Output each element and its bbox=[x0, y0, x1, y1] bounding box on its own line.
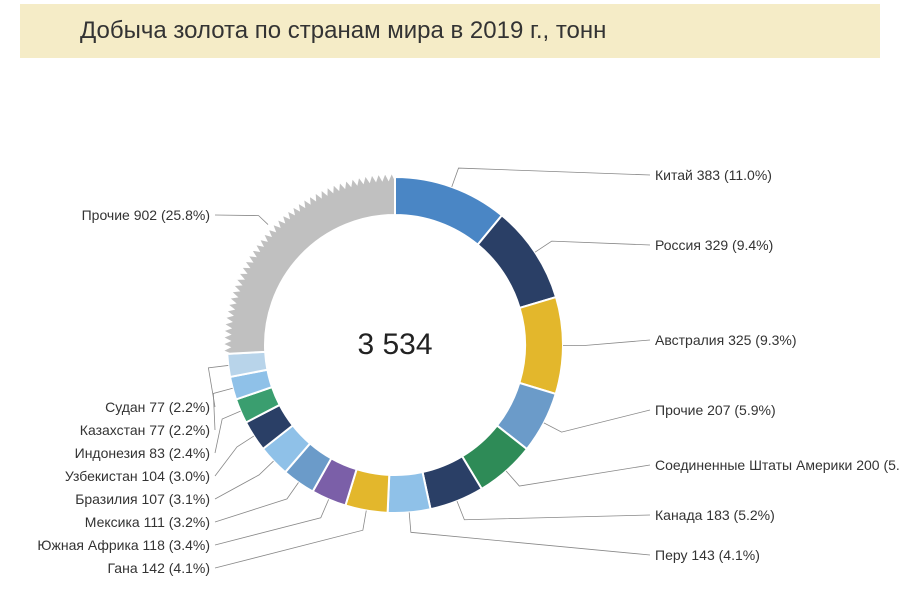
slice-label: Австралия 325 (9.3%) bbox=[655, 332, 797, 348]
chart-title: Добыча золота по странам мира в 2019 г.,… bbox=[80, 17, 606, 45]
leader-line bbox=[563, 340, 650, 346]
center-total: 3 534 bbox=[357, 328, 432, 362]
leader-line bbox=[215, 461, 274, 499]
slice-label: Мексика 111 (3.2%) bbox=[85, 514, 210, 530]
leader-line bbox=[409, 512, 650, 555]
slice-label: Судан 77 (2.2%) bbox=[105, 399, 210, 415]
slice-label: Соединенные Штаты Америки 200 (5.7%) bbox=[655, 457, 900, 473]
slice bbox=[222, 172, 395, 354]
leader-line bbox=[535, 241, 650, 252]
title-bar: Добыча золота по странам мира в 2019 г.,… bbox=[20, 4, 880, 58]
slice bbox=[388, 472, 431, 513]
slice-label: Индонезия 83 (2.4%) bbox=[75, 445, 210, 461]
leader-line bbox=[457, 501, 650, 520]
slice bbox=[519, 297, 563, 394]
slice-label: Китай 383 (11.0%) bbox=[655, 167, 772, 183]
slice-label: Казахстан 77 (2.2%) bbox=[80, 422, 210, 438]
leader-line bbox=[213, 388, 232, 430]
leader-line bbox=[215, 436, 254, 476]
slice-label: Прочие 207 (5.9%) bbox=[655, 402, 776, 418]
slice-label: Россия 329 (9.4%) bbox=[655, 237, 773, 253]
slice-label: Узбекистан 104 (3.0%) bbox=[65, 468, 210, 484]
slice-label: Прочие 902 (25.8%) bbox=[82, 207, 210, 223]
slice-label: Перу 143 (4.1%) bbox=[655, 547, 760, 563]
slice-label: Гана 142 (4.1%) bbox=[108, 560, 210, 576]
slice-label: Канада 183 (5.2%) bbox=[655, 507, 775, 523]
donut-chart: 3 534 Китай 383 (11.0%) Россия 329 (9.4%)… bbox=[0, 60, 900, 606]
leader-line bbox=[506, 465, 650, 486]
leader-line bbox=[452, 168, 650, 187]
slice-label: Бразилия 107 (3.1%) bbox=[75, 491, 210, 507]
slice bbox=[478, 215, 556, 308]
leader-line bbox=[215, 483, 298, 522]
leader-line bbox=[215, 215, 268, 225]
slice-label: Южная Африка 118 (3.4%) bbox=[37, 537, 210, 553]
leader-line bbox=[215, 499, 329, 545]
leader-line bbox=[544, 410, 650, 432]
leader-line bbox=[208, 365, 228, 407]
